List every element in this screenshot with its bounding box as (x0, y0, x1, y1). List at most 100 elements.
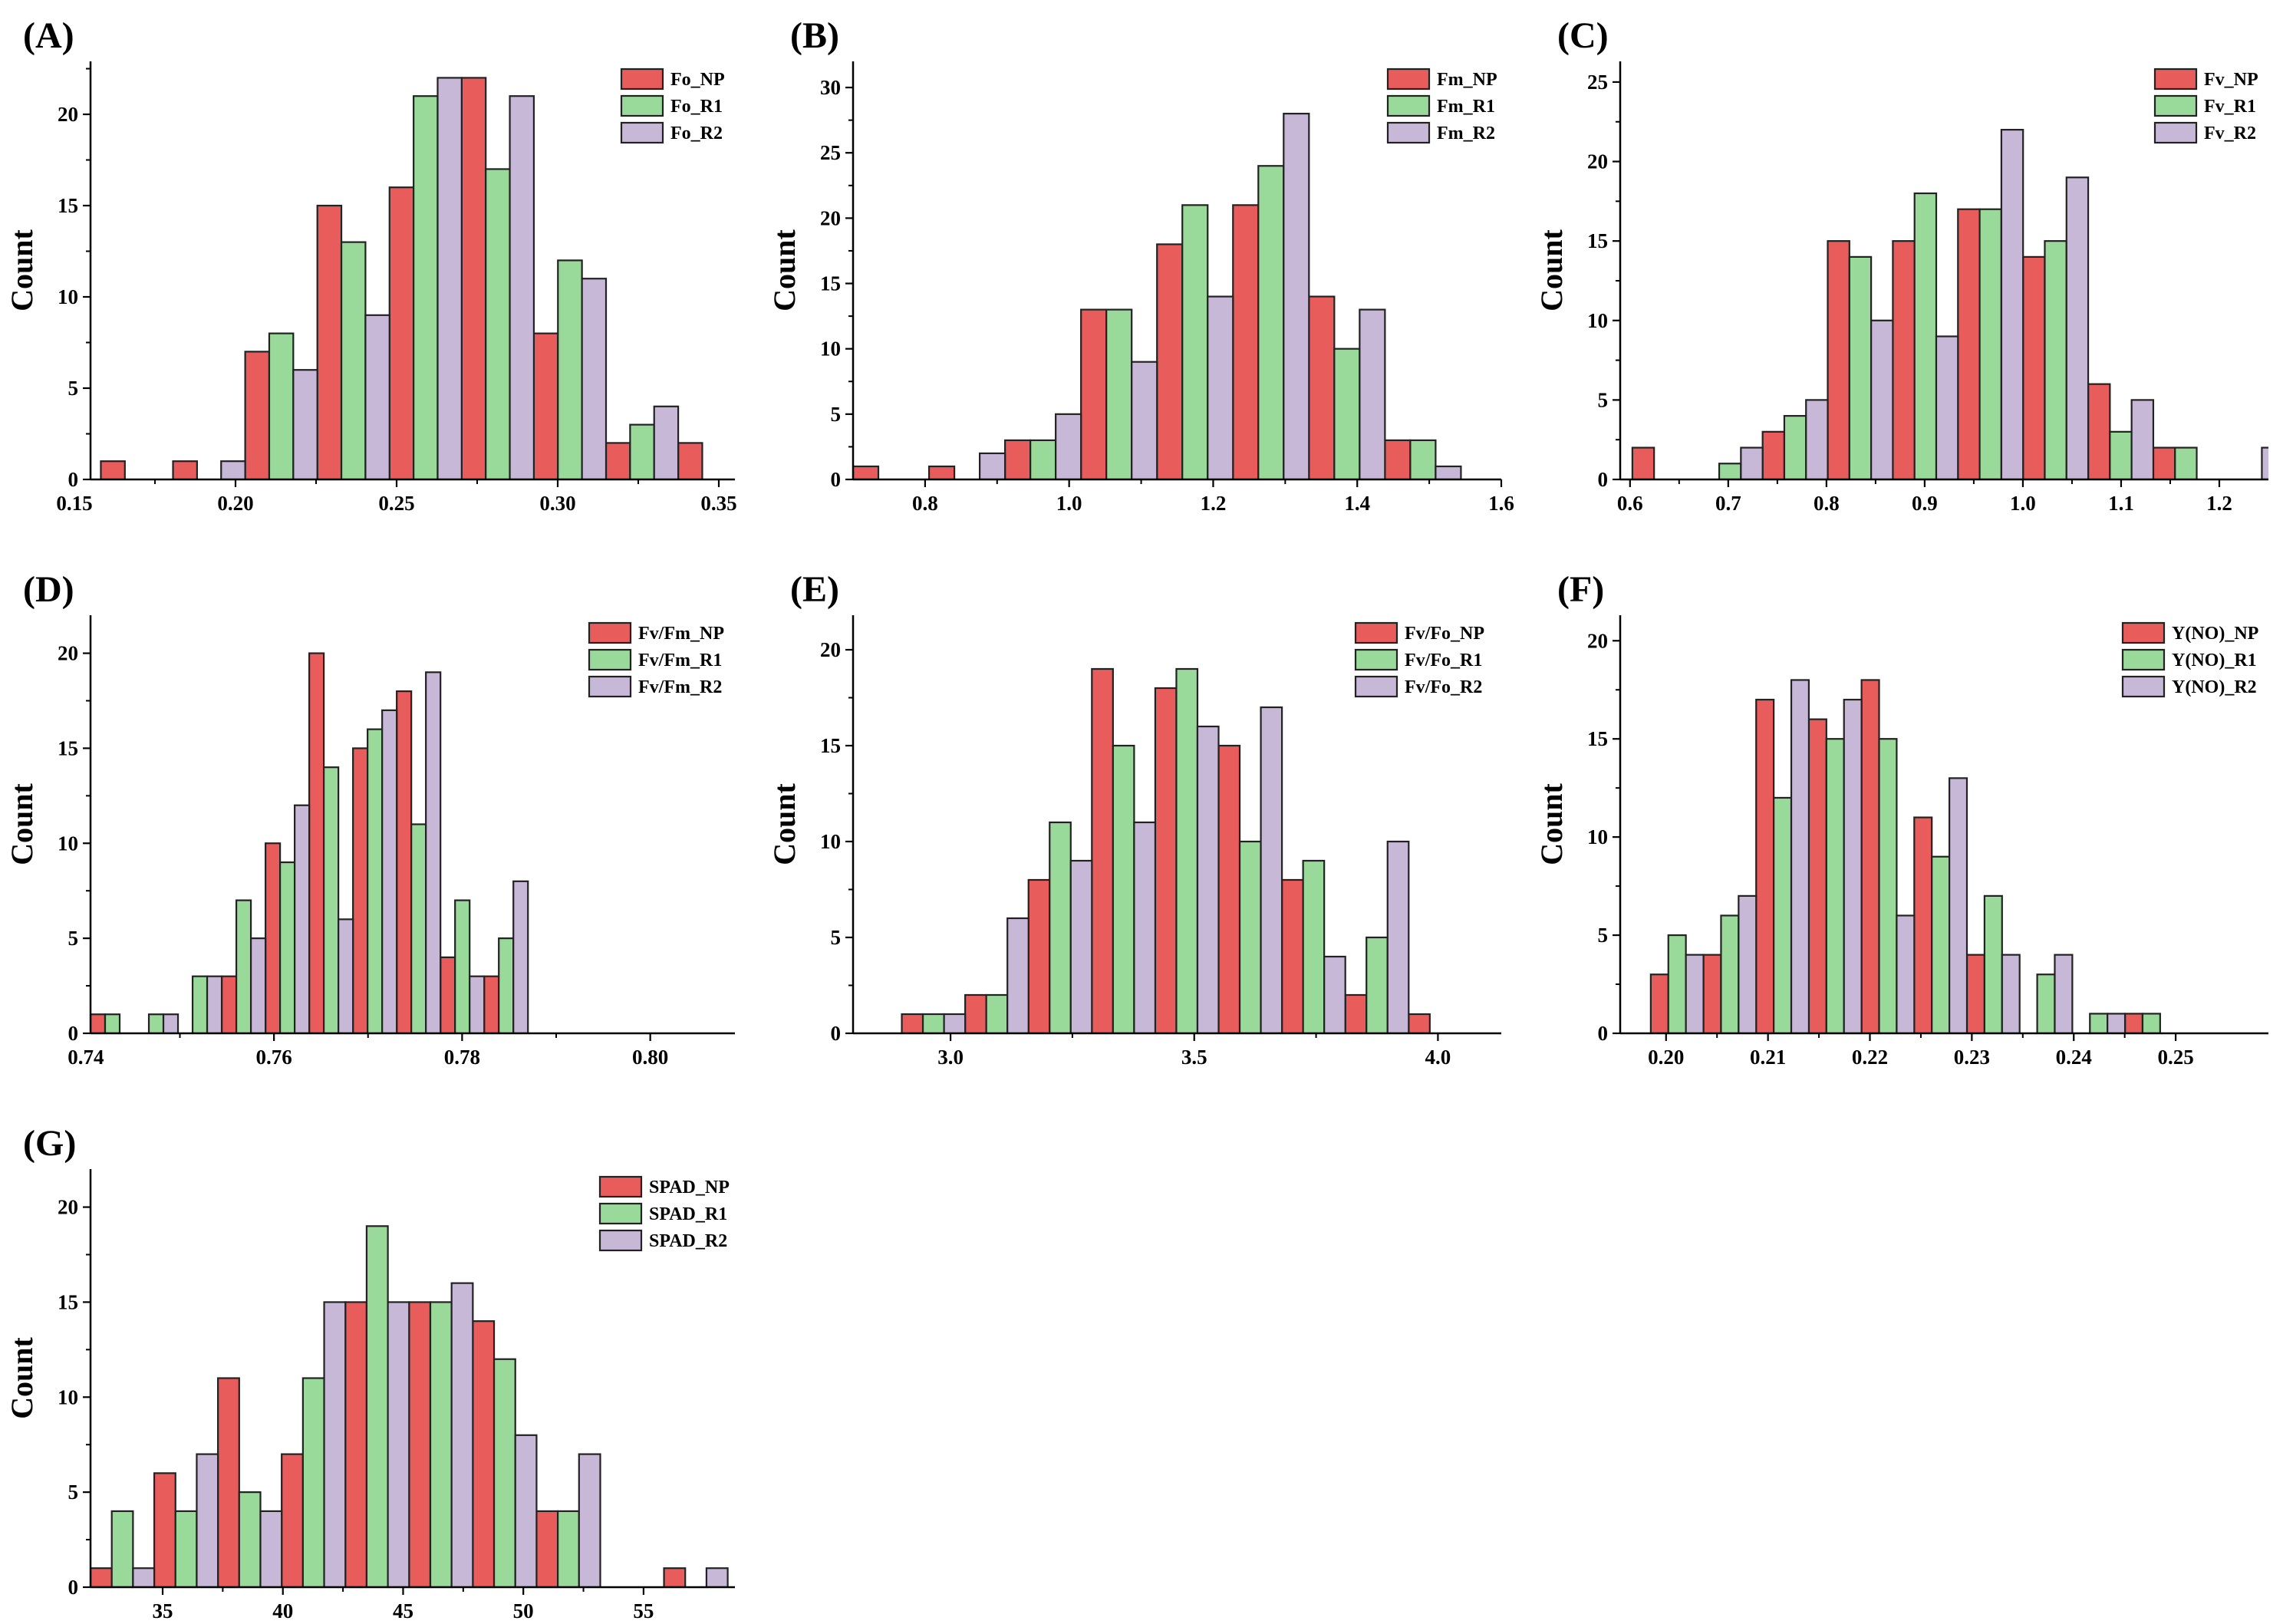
bar-spad-r2-bin-10 (705, 1567, 729, 1587)
legend-label: Fv/Fo_R2 (1405, 677, 1482, 697)
bar-fv-fo-np-bin-6 (1217, 744, 1241, 1033)
panel-label: (B) (790, 15, 839, 56)
y-tick-label: 15 (58, 736, 78, 759)
bar-fm-np-bin-2 (927, 465, 956, 479)
bar-spad-r2-bin-4 (323, 1301, 347, 1587)
y-tick-label: 20 (58, 103, 78, 126)
y-tick-label: 5 (68, 377, 79, 400)
y-tick-label: 0 (68, 468, 79, 491)
panel-label: (D) (23, 569, 74, 610)
legend-swatch (1386, 68, 1431, 91)
bar-fm-r2-bin-9 (1511, 453, 1537, 479)
legend-swatch (598, 1202, 643, 1225)
y-tick-label: 5 (1598, 388, 1609, 411)
bar-fv-r1-bin-5 (1913, 192, 1938, 479)
x-tick-label: 0.25 (2157, 1046, 2193, 1069)
legend-swatch (2153, 121, 2198, 144)
x-tick-label: 1.1 (2108, 492, 2134, 515)
bar-spad-np-bin-6 (408, 1301, 432, 1587)
bar-spad-r1-bin-3 (238, 1491, 262, 1587)
bar-spad-r1-bin-5 (365, 1225, 389, 1587)
y-tick-label: 20 (1587, 150, 1608, 173)
bar-fo-r2-bin-3 (292, 369, 318, 479)
y-tick-label: 15 (58, 1290, 78, 1313)
bar-y-no-r1-bin-5 (1878, 738, 1898, 1033)
bar-spad-r2-bin-2 (196, 1453, 219, 1587)
bar-y-no-r2-bin-3 (1790, 679, 1810, 1033)
x-tick-label: 0.8 (912, 492, 938, 515)
legend-label: SPAD_R2 (649, 1231, 727, 1251)
bar-fv-r1-bin-3 (1783, 415, 1807, 479)
bar-fv-fm-np-bin-10 (483, 975, 500, 1033)
bars-group (853, 113, 1537, 479)
panel-label: (A) (23, 15, 74, 56)
bar-fv-r2-bin-5 (1935, 335, 1959, 479)
x-tick-label: 0.20 (1648, 1046, 1684, 1069)
panel-label: (F) (1557, 569, 1604, 610)
legend-swatch (588, 621, 632, 644)
bar-fv-fo-r1-bin-3 (1049, 821, 1072, 1033)
legend-swatch (2121, 675, 2166, 698)
bar-y-no-np-bin-3 (1755, 698, 1775, 1033)
legend-label: Y(NO)_R2 (2172, 677, 2257, 697)
y-axis-title: Count (5, 782, 39, 865)
bar-fv-fo-np-bin-5 (1154, 687, 1178, 1033)
y-tick-label: 10 (820, 830, 841, 853)
bar-fv-fm-r1-bin-6 (323, 766, 340, 1033)
bar-fv-fm-r2-bin-7 (381, 709, 398, 1033)
bar-fv-np-bin-8 (2087, 383, 2111, 479)
bar-y-no-r2-bin-9 (2107, 1013, 2127, 1033)
bar-y-no-np-bin-2 (1702, 954, 1722, 1033)
legend-swatch (588, 675, 632, 698)
bar-fv-fm-np-bin-6 (308, 652, 325, 1033)
bar-fv-fo-r1-bin-4 (1112, 744, 1135, 1033)
x-tick-label: 0.30 (539, 492, 575, 515)
x-tick-label: 1.6 (1488, 492, 1514, 515)
bar-fv-fo-r1-bin-2 (985, 993, 1009, 1033)
legend-swatch (620, 68, 664, 91)
bar-fo-np-bin-1 (100, 460, 126, 479)
x-tick-label: 1.0 (1056, 492, 1082, 515)
x-tick-label: 3.5 (1181, 1046, 1207, 1069)
bar-fv-r2-bin-6 (2000, 129, 2024, 479)
bar-fv-fo-r1-bin-1 (921, 1013, 945, 1033)
y-tick-label: 5 (1598, 924, 1609, 947)
bar-fo-r1-bin-5 (413, 95, 439, 479)
y-tick-label: 0 (68, 1022, 79, 1045)
bar-fv-fm-r1-bin-9 (454, 899, 471, 1033)
y-tick-label: 20 (58, 642, 78, 665)
bar-y-no-r1-bin-9 (2089, 1013, 2109, 1033)
legend-label: Fm_R2 (1437, 124, 1495, 143)
bar-y-no-r1-bin-3 (1773, 796, 1793, 1033)
x-tick-label: 0.20 (217, 492, 253, 515)
legend-label: Y(NO)_NP (2172, 624, 2258, 644)
y-axis-title: Count (767, 229, 802, 311)
x-tick-label: 0.24 (2056, 1046, 2092, 1069)
bar-spad-r1-bin-7 (493, 1358, 516, 1587)
x-tick-label: 0.8 (1814, 492, 1840, 515)
legend-label: Fv/Fm_R2 (638, 677, 722, 697)
y-tick-label: 15 (820, 272, 841, 295)
bar-fv-fm-np-bin-5 (264, 842, 282, 1033)
bar-fm-r2-bin-6 (1283, 113, 1310, 479)
bar-spad-np-bin-10 (663, 1567, 687, 1587)
chart-panel-1: 0.15 0.20 0.25 0.30 0.35 0 5 10 15 20 Count (A) Fo_N… (5, 15, 737, 515)
x-tick-label: 0.9 (1912, 492, 1938, 515)
bar-fv-fm-np-bin-8 (396, 690, 413, 1033)
chart-panel-2: 0.8 1.0 1.2 1.4 1.6 0 5 10 15 20 25 30 Count (B) Fm_NP… (767, 15, 1537, 515)
bar-fo-np-bin-8 (605, 442, 631, 479)
x-tick-label: 0.15 (56, 492, 92, 515)
y-tick-label: 10 (58, 1385, 78, 1408)
bar-spad-r1-bin-2 (174, 1510, 198, 1587)
y-tick-label: 5 (68, 927, 79, 950)
bar-spad-r2-bin-6 (450, 1282, 474, 1587)
legend-label: Fm_R1 (1437, 97, 1495, 117)
bar-y-no-r1-bin-2 (1720, 914, 1740, 1033)
legend-swatch (2121, 621, 2166, 644)
bar-fv-fo-r1-bin-7 (1302, 859, 1326, 1033)
bar-fv-fo-r2-bin-4 (1133, 821, 1157, 1033)
bar-fv-fo-r2-bin-6 (1260, 706, 1283, 1033)
legend-label: Fv/Fm_R1 (638, 651, 722, 670)
y-axis-title: Count (767, 782, 802, 865)
bar-fo-r1-bin-8 (629, 423, 655, 479)
